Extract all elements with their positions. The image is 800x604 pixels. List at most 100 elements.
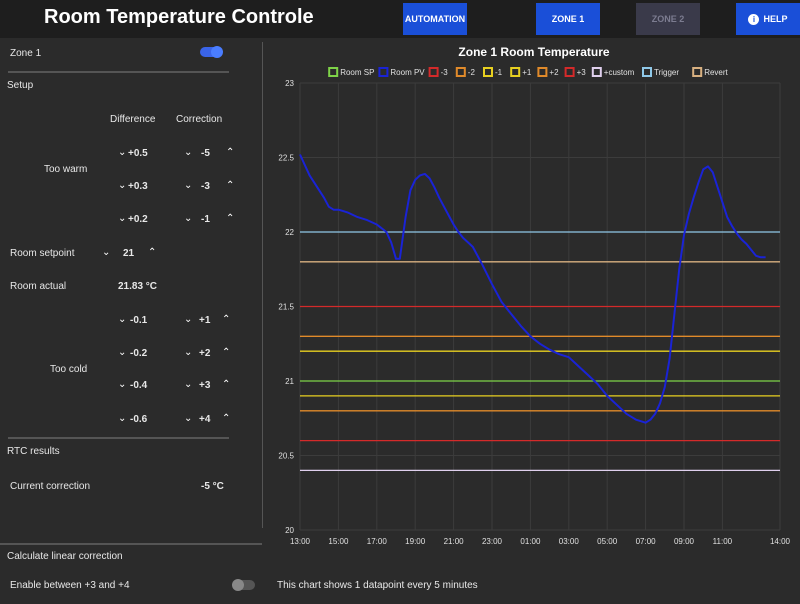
correction-value: +3 (199, 380, 211, 391)
help-button[interactable]: i HELP (736, 3, 800, 35)
y-tick-label: 23 (285, 79, 294, 88)
chart-title: Zone 1 Room Temperature (458, 45, 609, 59)
legend-label: -2 (468, 68, 476, 77)
calc-linear-heading: Calculate linear correction (7, 551, 123, 562)
chevron-up-icon[interactable]: ⌃ (222, 413, 231, 424)
y-tick-label: 22.5 (278, 154, 294, 163)
temperature-chart: Zone 1 Room Temperature Room SP Room PV -3… (278, 45, 791, 546)
legend-swatch (428, 67, 439, 77)
x-axis: 13:00 15:00 17:00 19:00 21:00 23:00 01:00 03:00… (290, 537, 791, 546)
current-correction-value: -5 °C (201, 481, 224, 492)
y-axis: 20 20.5 21 21.5 22 22.5 23 (278, 79, 294, 535)
chevron-down-icon[interactable]: ⌄ (184, 379, 193, 390)
legend-swatch (455, 67, 466, 77)
x-tick-label: 01:00 (520, 537, 541, 546)
correction-value: -5 (201, 148, 210, 159)
room-actual-value: 21.83 °C (118, 281, 158, 292)
chart-legend: Room SP Room PV -3 -2 -1 +1 +2 +3 +custom Trigger… (328, 67, 729, 77)
chevron-down-icon[interactable]: ⌄ (118, 147, 127, 158)
legend-label: -1 (495, 68, 503, 77)
zone-label: Zone 1 (10, 48, 42, 59)
chevron-up-icon[interactable]: ⌃ (222, 379, 231, 390)
chevron-up-icon[interactable]: ⌃ (222, 314, 231, 325)
correction-value: +1 (199, 315, 211, 326)
room-setpoint-value: 21 (123, 248, 135, 259)
legend-swatch (692, 67, 703, 77)
zone1-tab[interactable]: ZONE 1 (536, 3, 600, 35)
linear-enable-toggle[interactable] (232, 579, 255, 591)
chevron-up-icon[interactable]: ⌃ (148, 247, 157, 258)
x-tick-label: 19:00 (405, 537, 426, 546)
legend-swatch (378, 67, 389, 77)
x-tick-label: 15:00 (328, 537, 349, 546)
chevron-down-icon[interactable]: ⌄ (184, 347, 193, 358)
x-tick-label: 09:00 (674, 537, 695, 546)
chevron-down-icon[interactable]: ⌄ (184, 147, 193, 158)
chevron-up-icon[interactable]: ⌃ (226, 213, 235, 224)
legend-swatch (328, 67, 339, 77)
zone2-tab[interactable]: ZONE 2 (636, 3, 700, 35)
x-tick-label: 13:00 (290, 537, 311, 546)
setup-heading: Setup (7, 80, 34, 91)
y-tick-label: 20.5 (278, 452, 294, 461)
difference-value: +0.5 (128, 148, 148, 159)
legend-label: +3 (577, 68, 587, 77)
chevron-down-icon[interactable]: ⌄ (118, 347, 127, 358)
x-tick-label: 11:00 (713, 537, 733, 546)
chevron-down-icon[interactable]: ⌄ (184, 413, 193, 424)
chevron-down-icon[interactable]: ⌄ (118, 314, 127, 325)
chevron-down-icon[interactable]: ⌄ (102, 247, 111, 258)
chart-footnote: This chart shows 1 datapoint every 5 min… (277, 580, 478, 591)
chevron-up-icon[interactable]: ⌃ (226, 180, 235, 191)
x-tick-label: 05:00 (597, 537, 618, 546)
current-correction-label: Current correction (10, 481, 91, 492)
zone-enable-toggle[interactable] (200, 46, 223, 58)
chevron-down-icon[interactable]: ⌄ (118, 413, 127, 424)
legend-swatch (537, 67, 548, 77)
y-tick-label: 20 (285, 526, 294, 535)
chevron-down-icon[interactable]: ⌄ (184, 314, 193, 325)
legend-label: Room SP (340, 68, 374, 77)
settings-panel: Zone 1 Setup Difference Correction Too w… (0, 38, 262, 604)
legend-swatch (510, 67, 521, 77)
x-tick-label: 07:00 (636, 537, 657, 546)
chevron-up-icon[interactable]: ⌃ (226, 147, 235, 158)
chevron-down-icon[interactable]: ⌄ (184, 180, 193, 191)
correction-header: Correction (176, 114, 223, 125)
divider (0, 543, 262, 545)
y-tick-label: 22 (285, 228, 294, 237)
difference-value: -0.2 (130, 348, 148, 359)
series-line-room-pv (299, 154, 766, 424)
y-tick-label: 21.5 (278, 303, 294, 312)
legend-swatch (642, 67, 652, 77)
x-tick-label: 03:00 (559, 537, 580, 546)
toggle-knob (232, 579, 244, 591)
legend-swatch (591, 67, 602, 77)
chevron-down-icon[interactable]: ⌄ (184, 213, 193, 224)
x-tick-label: 21:00 (444, 537, 465, 546)
threshold-lines (300, 231, 780, 472)
chevron-down-icon[interactable]: ⌄ (118, 379, 127, 390)
legend-swatch (564, 67, 575, 77)
top-bar: Room Temperature Controle AUTOMATION ZON… (0, 0, 800, 38)
difference-value: -0.6 (130, 414, 148, 425)
help-label: HELP (763, 14, 788, 24)
legend-swatch (483, 67, 493, 77)
toggle-knob (211, 46, 223, 58)
legend-label: +2 (549, 68, 559, 77)
legend-label: Trigger (654, 68, 679, 77)
room-setpoint-label: Room setpoint (10, 248, 75, 259)
chevron-down-icon[interactable]: ⌄ (118, 213, 127, 224)
x-tick-label: 23:00 (482, 537, 503, 546)
chevron-down-icon[interactable]: ⌄ (118, 180, 127, 191)
legend-label: +1 (522, 68, 532, 77)
difference-value: -0.4 (130, 380, 148, 391)
correction-value: +4 (199, 414, 211, 425)
legend-label: +custom (604, 68, 635, 77)
automation-tab[interactable]: AUTOMATION (403, 3, 467, 35)
panel-divider (262, 42, 263, 528)
difference-header: Difference (110, 114, 156, 125)
correction-value: -1 (201, 214, 210, 225)
legend-label: -3 (441, 68, 449, 77)
chevron-up-icon[interactable]: ⌃ (222, 347, 231, 358)
